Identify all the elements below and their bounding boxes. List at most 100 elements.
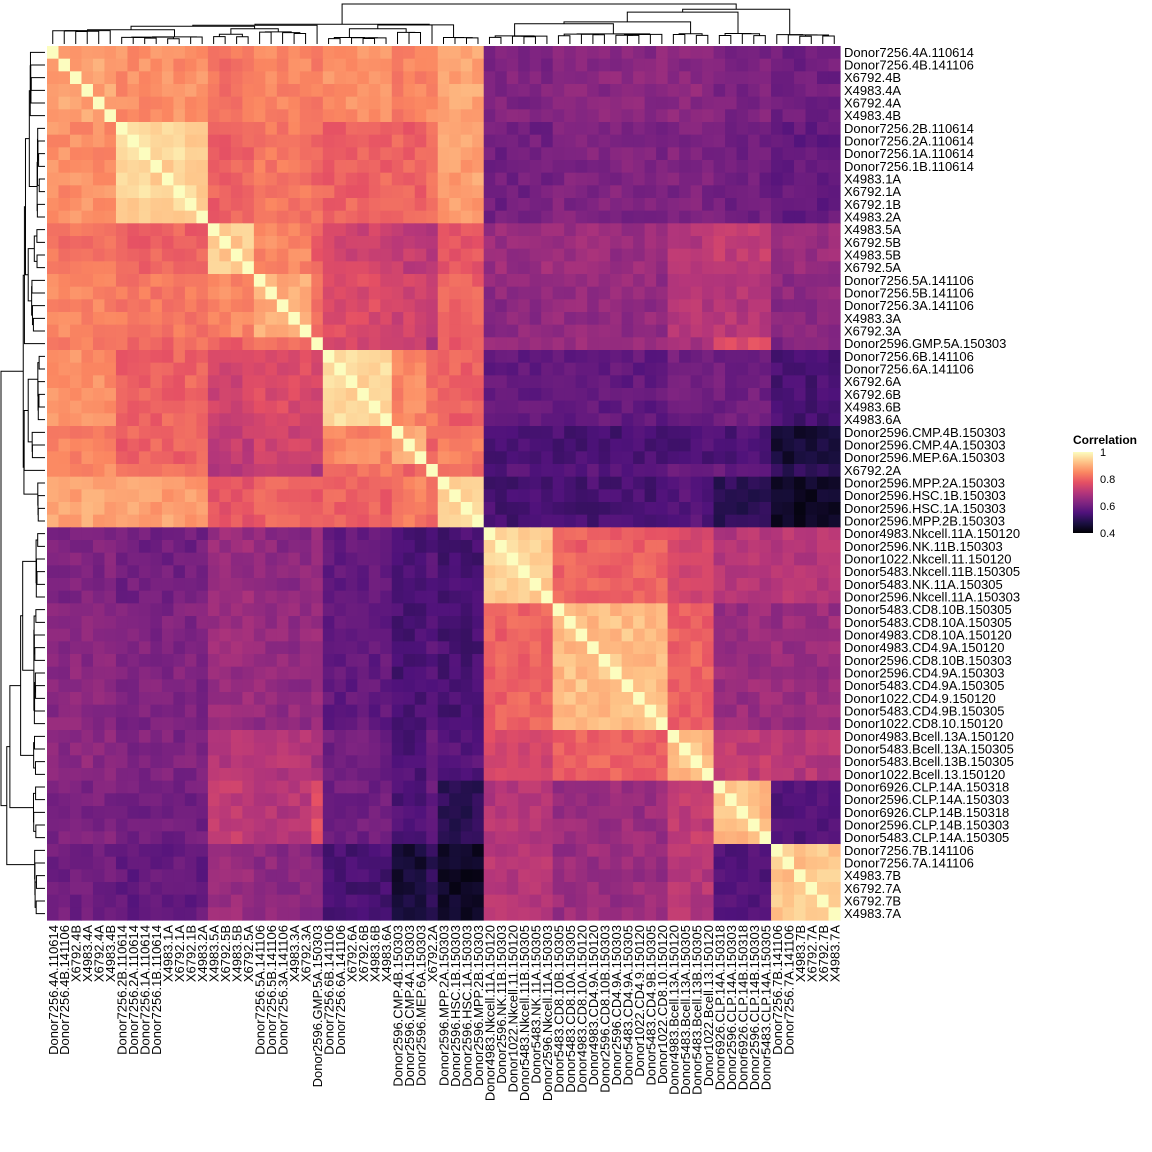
heatmap-cell xyxy=(242,160,255,174)
heatmap-cell xyxy=(805,869,818,883)
row-label: X4983.5B xyxy=(844,248,901,263)
heatmap-cell xyxy=(759,616,772,630)
heatmap-cell xyxy=(414,806,427,820)
heatmap-cell xyxy=(748,780,761,794)
heatmap-cell xyxy=(483,502,496,516)
heatmap-cell xyxy=(150,869,163,883)
heatmap-cell xyxy=(345,58,358,72)
column-label: Donor7256.1A.110614 xyxy=(138,925,153,1055)
heatmap-cell xyxy=(207,109,220,123)
heatmap-cell xyxy=(828,46,841,60)
heatmap-cell xyxy=(47,514,60,528)
heatmap-cell xyxy=(196,768,209,782)
heatmap-cell xyxy=(173,122,186,136)
heatmap-cell xyxy=(184,692,197,706)
heatmap-cell xyxy=(759,882,772,896)
heatmap-cell xyxy=(219,350,232,364)
heatmap-cell xyxy=(380,274,393,288)
heatmap-cell xyxy=(253,590,266,604)
heatmap-cell xyxy=(265,590,278,604)
heatmap-cell xyxy=(403,286,416,300)
heatmap-cell xyxy=(322,869,335,883)
heatmap-cell xyxy=(276,400,289,414)
heatmap-cell xyxy=(610,464,623,478)
heatmap-cell xyxy=(311,109,324,123)
heatmap-cell xyxy=(495,299,508,313)
heatmap-cell xyxy=(426,58,439,72)
heatmap-cell xyxy=(150,172,163,186)
heatmap-cell xyxy=(426,451,439,465)
heatmap-cell xyxy=(207,400,220,414)
heatmap-cell xyxy=(403,96,416,110)
heatmap-cell xyxy=(575,540,588,554)
heatmap-cell xyxy=(529,565,542,579)
heatmap-cell xyxy=(311,856,324,870)
heatmap-cell xyxy=(529,236,542,250)
heatmap-cell xyxy=(794,464,807,478)
heatmap-cell xyxy=(253,324,266,338)
heatmap-cell xyxy=(679,628,692,642)
dendrogram-branch xyxy=(144,37,157,44)
heatmap-cell xyxy=(771,109,784,123)
heatmap-cell xyxy=(736,831,749,845)
heatmap-cell xyxy=(748,375,761,389)
heatmap-cell xyxy=(495,704,508,718)
heatmap-cell xyxy=(357,742,370,756)
heatmap-cell xyxy=(219,413,232,427)
heatmap-cell xyxy=(449,388,462,402)
heatmap-cell xyxy=(47,717,60,731)
row-label: X4983.4A xyxy=(844,83,901,98)
heatmap-cell xyxy=(196,603,209,617)
heatmap-cell xyxy=(794,312,807,326)
heatmap-cell xyxy=(334,400,347,414)
heatmap-cell xyxy=(828,768,841,782)
heatmap-cell xyxy=(426,46,439,60)
heatmap-cell xyxy=(92,236,106,250)
heatmap-cell xyxy=(794,400,807,414)
row-label: X6792.1A xyxy=(844,184,901,199)
heatmap-cell xyxy=(207,742,220,756)
heatmap-cell xyxy=(771,780,784,794)
heatmap-cell xyxy=(115,236,129,250)
heatmap-cell xyxy=(161,717,175,731)
heatmap-cell xyxy=(92,514,106,528)
heatmap-cell xyxy=(472,869,485,883)
heatmap-cell xyxy=(368,299,381,313)
heatmap-cell xyxy=(207,84,220,98)
heatmap-cell xyxy=(161,172,175,186)
heatmap-cell xyxy=(460,84,473,98)
heatmap-cell xyxy=(368,742,381,756)
heatmap-cell xyxy=(713,565,726,579)
heatmap-cell xyxy=(598,806,611,820)
heatmap-cell xyxy=(633,109,646,123)
heatmap-cell xyxy=(679,780,692,794)
heatmap-cell xyxy=(495,147,508,161)
heatmap-cell xyxy=(173,540,186,554)
heatmap-cell xyxy=(150,578,163,592)
heatmap-cell xyxy=(552,160,565,174)
heatmap-cell xyxy=(173,248,186,262)
heatmap-cell xyxy=(391,400,404,414)
heatmap-cell xyxy=(782,274,795,288)
heatmap-cell xyxy=(725,413,738,427)
heatmap-cell xyxy=(47,666,60,680)
heatmap-cell xyxy=(219,527,232,541)
heatmap-cell xyxy=(173,818,186,832)
heatmap-cell xyxy=(253,882,266,896)
heatmap-cell xyxy=(656,806,669,820)
heatmap-cell xyxy=(621,236,634,250)
heatmap-cell xyxy=(380,780,393,794)
heatmap-cell xyxy=(587,730,600,744)
heatmap-cell xyxy=(230,679,243,693)
heatmap-cell xyxy=(713,286,726,300)
heatmap-cell xyxy=(334,502,347,516)
heatmap-cell xyxy=(138,84,152,98)
heatmap-cell xyxy=(633,274,646,288)
heatmap-cell xyxy=(575,71,588,85)
heatmap-cell xyxy=(138,350,152,364)
heatmap-cell xyxy=(265,274,278,288)
heatmap-cell xyxy=(265,768,278,782)
heatmap-cell xyxy=(299,578,312,592)
heatmap-cell xyxy=(460,730,473,744)
heatmap-cell xyxy=(483,844,496,858)
